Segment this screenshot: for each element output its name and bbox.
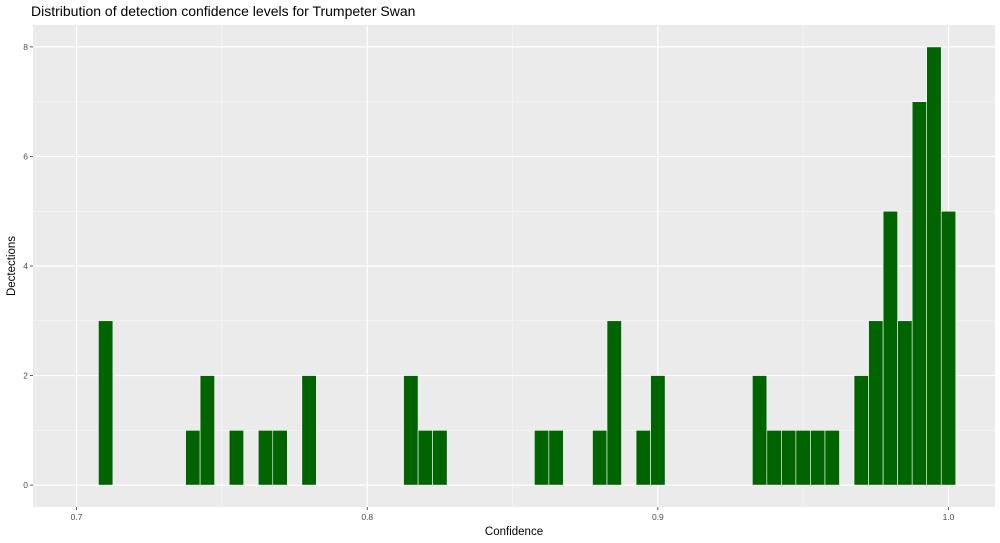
histogram-bar xyxy=(868,320,884,486)
histogram-bar xyxy=(810,430,826,486)
x-axis: 0.7 0.8 0.9 1.0 xyxy=(71,507,955,522)
histogram-bar xyxy=(824,430,840,486)
histogram-bar xyxy=(911,101,928,486)
histogram-bar xyxy=(272,430,288,486)
histogram-bar xyxy=(417,430,433,486)
y-tick-label: 6 xyxy=(23,151,28,161)
histogram-bar xyxy=(897,320,913,486)
histogram-bar xyxy=(257,430,274,486)
histogram-bar xyxy=(926,46,942,486)
y-tick-label: 2 xyxy=(23,371,28,381)
histogram-bar xyxy=(853,375,869,486)
x-tick-label: 0.7 xyxy=(71,512,83,522)
chart-title: Distribution of detection confidence lev… xyxy=(31,3,415,19)
histogram-bar xyxy=(185,430,201,486)
histogram-bar xyxy=(98,320,114,486)
y-axis-title: Dectections xyxy=(6,236,18,296)
histogram-bar xyxy=(534,430,550,486)
histogram-bar xyxy=(592,430,608,486)
x-tick-label: 0.9 xyxy=(652,512,664,522)
histogram-bar xyxy=(199,375,215,486)
y-tick-label: 4 xyxy=(23,261,28,271)
y-tick-label: 8 xyxy=(23,42,28,52)
histogram-bar xyxy=(766,430,782,486)
x-tick-label: 1.0 xyxy=(943,512,955,522)
x-tick-label: 0.8 xyxy=(361,512,373,522)
histogram-bar xyxy=(606,320,622,486)
histogram-bar xyxy=(228,430,245,486)
histogram-bar xyxy=(795,430,811,486)
histogram-bar xyxy=(882,210,898,486)
x-axis-title: Confidence xyxy=(485,526,543,538)
histogram-bar xyxy=(548,430,564,486)
histogram-bar xyxy=(781,430,797,486)
y-axis: 0 2 4 6 8 xyxy=(23,42,33,490)
histogram-bar xyxy=(752,375,768,486)
histogram-bar xyxy=(650,375,666,486)
bars xyxy=(98,46,957,486)
histogram-bar xyxy=(403,375,419,486)
histogram-bar xyxy=(432,430,448,486)
histogram-bar xyxy=(940,210,957,486)
y-tick-label: 0 xyxy=(23,480,28,490)
histogram-bar xyxy=(635,430,651,486)
histogram-bar xyxy=(301,375,317,486)
